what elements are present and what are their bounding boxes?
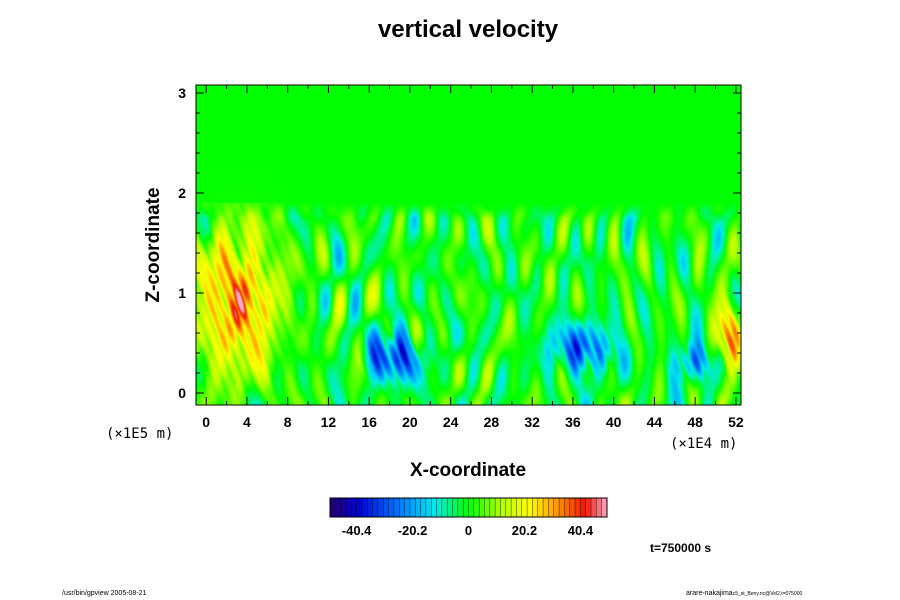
colorbar-cell <box>431 498 437 517</box>
x-tick-label: 48 <box>687 414 703 430</box>
colorbar-frame <box>329 497 608 518</box>
x-tick-label: 36 <box>565 414 581 430</box>
colorbar-cell <box>596 498 603 517</box>
colorbar-cell <box>473 498 480 517</box>
colorbar-cell <box>340 498 347 517</box>
colorbar-cell <box>479 498 485 517</box>
colorbar-cell <box>356 498 363 517</box>
colorbar-cell <box>532 498 539 517</box>
colorbar-cell <box>585 498 592 517</box>
plot-frame <box>195 84 742 406</box>
colorbar-cell <box>377 498 384 517</box>
colorbar-cell <box>516 498 523 517</box>
y-tick-label: 0 <box>178 385 186 401</box>
colorbar-tick-label: 20.2 <box>512 523 537 538</box>
y-tick-label: 2 <box>178 185 186 201</box>
x-tick-label: 32 <box>524 414 540 430</box>
colorbar-cell <box>425 498 432 517</box>
colorbar-tick-label: 0 <box>465 523 472 538</box>
colorbar-cell <box>500 498 507 517</box>
colorbar-cell <box>388 498 395 517</box>
time-label: t=750000 s <box>650 541 712 555</box>
colorbar-cell <box>330 498 336 517</box>
colorbar-cell <box>495 498 501 517</box>
colorbar-cell <box>415 498 421 517</box>
colorbar-tick-label: -20.2 <box>398 523 428 538</box>
x-tick-label: 20 <box>402 414 418 430</box>
footer-right: arare-nakajimac5_st_Beny.nc@Vel2,t=07500… <box>686 590 802 597</box>
colorbar-cell <box>484 498 491 517</box>
x-axis: 0 4 8 12 16 20 24 28 32 36 40 44 48 52 <box>202 85 744 430</box>
colorbar-cell <box>393 498 400 517</box>
y-scale-label: (×1E5 m) <box>106 426 174 442</box>
colorbar-cell <box>447 498 453 517</box>
chart-title: vertical velocity <box>377 16 559 43</box>
colorbar-cell <box>436 498 443 517</box>
colorbar-cell <box>441 498 448 517</box>
x-tick-label: 8 <box>284 414 292 430</box>
colorbar-cell <box>404 498 411 517</box>
footer-right-small: c5_st_Beny.nc@Vel2,t=075000 <box>732 591 803 597</box>
colorbar-cell <box>548 498 555 517</box>
colorbar-cell <box>569 498 576 517</box>
colorbar-cell <box>511 498 517 517</box>
x-tick-label: 28 <box>484 414 500 430</box>
colorbar-cell <box>591 498 597 517</box>
colorbar-cell <box>367 498 374 517</box>
x-tick-label: 12 <box>321 414 337 430</box>
colorbar-tick-label: -40.4 <box>342 523 372 538</box>
colorbar-cell <box>553 498 560 517</box>
colorbar-cell <box>543 498 549 517</box>
colorbar-cell <box>372 498 379 517</box>
x-tick-label: 4 <box>243 414 251 430</box>
x-axis-label: X-coordinate <box>409 460 527 481</box>
heatmap-field <box>196 85 741 405</box>
y-axis: 0 1 2 3 <box>178 85 741 401</box>
colorbar-cell <box>527 498 533 517</box>
colorbar-cell <box>505 498 512 517</box>
x-scale-label: (×1E4 m) <box>670 436 738 452</box>
colorbar-cell <box>463 498 469 517</box>
colorbar-cell <box>383 498 389 517</box>
colorbar-cell <box>468 498 475 517</box>
colorbar-cell <box>601 498 608 517</box>
colorbar-cell <box>564 498 571 517</box>
colorbar-cell <box>399 498 405 517</box>
colorbar-cell <box>559 498 565 517</box>
x-tick-label: 44 <box>647 414 663 430</box>
footer-right-main: arare-nakajima <box>686 590 733 597</box>
x-tick-label: 40 <box>606 414 622 430</box>
colorbar-cell <box>452 498 459 517</box>
colorbar-cell <box>409 498 416 517</box>
colorbar-cell <box>345 498 352 517</box>
colorbar-cell <box>457 498 464 517</box>
colorbar-cell <box>575 498 581 517</box>
colorbar-cell <box>537 498 544 517</box>
y-tick-label: 3 <box>178 85 186 101</box>
colorbar-cell <box>335 498 342 517</box>
y-tick-label: 1 <box>178 285 186 301</box>
colorbar-cell <box>580 498 587 517</box>
colorbar-tick-label: 40.4 <box>568 523 594 538</box>
footer-left: /usr/bin/gpview 2005-08-21 <box>62 590 147 597</box>
colorbar-cell <box>361 498 368 517</box>
x-tick-label: 24 <box>443 414 459 430</box>
colorbar-cell <box>351 498 358 517</box>
x-tick-label: 52 <box>728 414 744 430</box>
x-tick-label: 0 <box>202 414 210 430</box>
colorbar-cell <box>521 498 528 517</box>
colorbar-cell <box>489 498 496 517</box>
colorbar-cell <box>420 498 427 517</box>
x-tick-label: 16 <box>361 414 377 430</box>
